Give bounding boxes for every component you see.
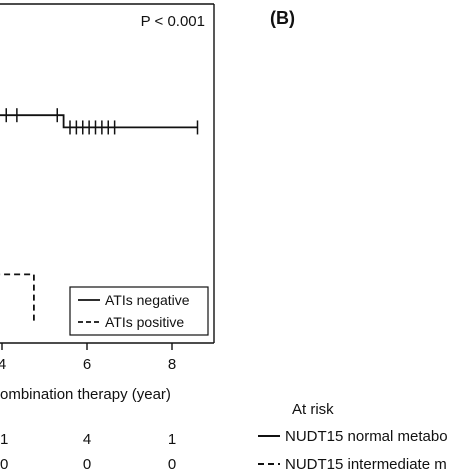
x-tick-label: 6 bbox=[83, 356, 91, 373]
panel-b-label-normal: NUDT15 normal metabo bbox=[285, 428, 448, 445]
survival-curves bbox=[0, 108, 199, 321]
legend-label-positive: ATIs positive bbox=[105, 314, 184, 330]
x-axis-label: ombination therapy (year) bbox=[0, 386, 171, 403]
risk-table: 1 4 1 0 0 0 bbox=[0, 431, 176, 473]
curve-atis-positive bbox=[0, 273, 35, 321]
x-tick-label: 4 bbox=[0, 356, 6, 373]
x-tick-label: 8 bbox=[168, 356, 176, 373]
p-value-label: P < 0.001 bbox=[141, 13, 205, 30]
risk-row-2-value-8: 0 bbox=[168, 456, 176, 473]
legend-label-negative: ATIs negative bbox=[105, 292, 190, 308]
risk-row-2-first: 0 bbox=[0, 456, 8, 473]
curve-atis-negative bbox=[0, 114, 198, 129]
risk-row-1-value-6: 4 bbox=[83, 431, 91, 448]
risk-row-1-value-8: 1 bbox=[168, 431, 176, 448]
legend: ATIs negative ATIs positive bbox=[69, 286, 209, 336]
risk-row-2-value-6: 0 bbox=[83, 456, 91, 473]
x-axis-ticks: 4 6 8 bbox=[0, 343, 176, 373]
panel-b-legend: NUDT15 normal metabo NUDT15 intermediate… bbox=[258, 428, 448, 473]
legend-box bbox=[69, 286, 209, 336]
plot-frame bbox=[0, 3, 215, 344]
panel-b-label: (B) bbox=[270, 8, 295, 28]
panel-b-label-intermediate: NUDT15 intermediate m bbox=[285, 456, 447, 473]
at-risk-header: At risk bbox=[292, 401, 334, 418]
risk-row-1-first: 1 bbox=[0, 431, 8, 448]
